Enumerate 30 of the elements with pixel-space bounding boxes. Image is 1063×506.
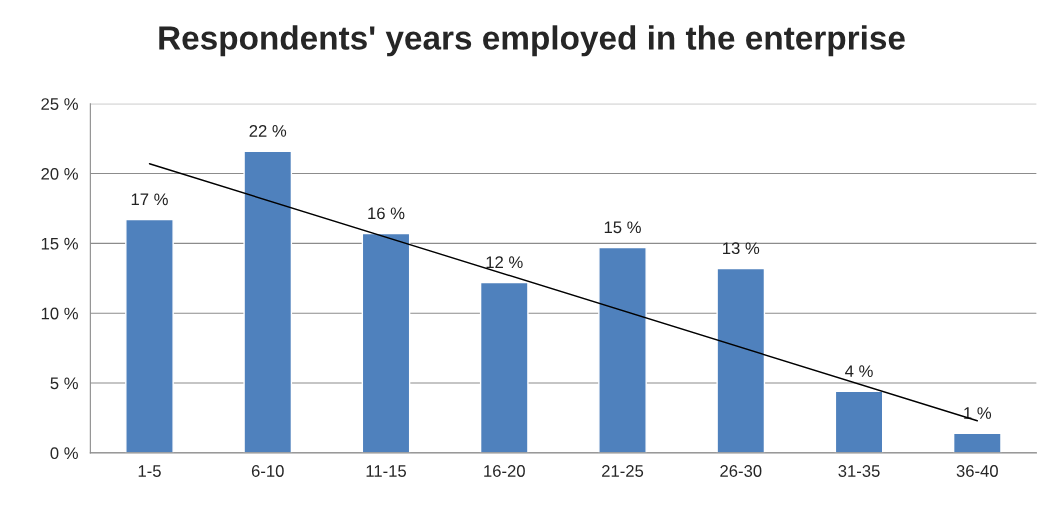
data-label: 22 % bbox=[249, 125, 287, 137]
bar bbox=[834, 390, 884, 453]
y-tick-label: 15 % bbox=[41, 237, 78, 250]
data-label: 16 % bbox=[368, 207, 405, 220]
data-label: 12 % bbox=[486, 256, 523, 269]
y-tick-label: 25 % bbox=[41, 98, 78, 110]
bar bbox=[243, 150, 293, 453]
bar bbox=[952, 432, 1002, 453]
bar bbox=[716, 267, 766, 453]
x-tick-label: 31-35 bbox=[838, 465, 880, 477]
data-label: 17 % bbox=[131, 193, 168, 206]
bar bbox=[361, 232, 411, 453]
y-tick-label: 10 % bbox=[41, 307, 78, 320]
x-tick-label: 11-15 bbox=[366, 465, 406, 477]
y-tick-label: 20 % bbox=[41, 167, 78, 180]
x-tick-label: 1-5 bbox=[138, 465, 161, 477]
y-tick-label: 5 % bbox=[50, 377, 78, 390]
x-tick-label: 16-20 bbox=[484, 465, 525, 477]
bar bbox=[479, 281, 529, 453]
bar bbox=[125, 218, 174, 453]
chart-title: Respondents' years employed in the enterprise bbox=[159, 25, 905, 57]
x-tick-label: 26-30 bbox=[720, 465, 762, 477]
x-tick-label: 21-25 bbox=[602, 465, 644, 477]
y-tick-label: 0 % bbox=[50, 447, 78, 460]
x-tick-label: 36-40 bbox=[956, 465, 998, 477]
data-label: 15 % bbox=[604, 221, 641, 234]
data-label: 13 % bbox=[723, 242, 760, 255]
x-tick-label: 6-10 bbox=[251, 465, 284, 477]
data-label: 4 % bbox=[845, 365, 873, 377]
bar bbox=[598, 246, 647, 453]
